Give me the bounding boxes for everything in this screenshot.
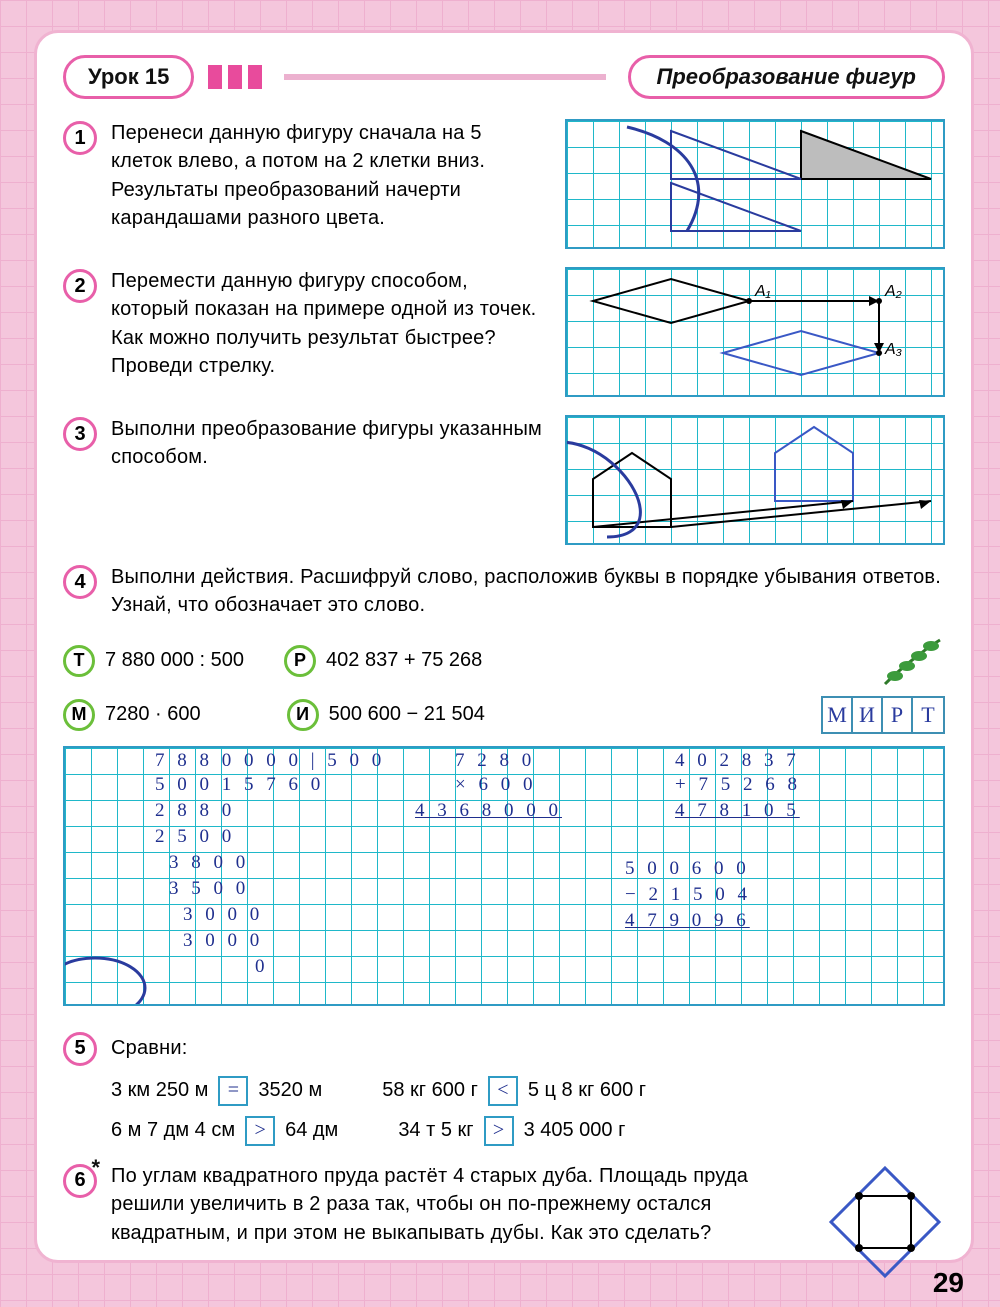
task-title: Сравни: <box>111 1034 945 1062</box>
task-4-equations: Т 7 880 000 : 500 Р 402 837 + 75 268 <box>63 634 945 688</box>
task-6: 6 По углам квадратного пруда растёт 4 ст… <box>63 1162 945 1282</box>
cmp-right: 3 405 000 г <box>524 1119 626 1142</box>
work-line: 5 0 0 6 0 0 <box>625 858 750 880</box>
cmp-right: 3520 м <box>258 1079 322 1102</box>
eq-expr: 402 837 + 75 268 <box>326 649 482 672</box>
task-text: По углам квадратного пруда растёт 4 стар… <box>111 1162 809 1247</box>
lesson-badge: Урок 15 <box>63 55 194 99</box>
label-a2: A₂ <box>885 283 902 301</box>
plant-icon <box>875 634 945 688</box>
answer-word: М И Р Т <box>821 696 945 734</box>
work-line: 3 5 0 0 <box>169 878 249 900</box>
task-2-row: 2 Перемести данную фигуру способом, кото… <box>63 267 945 397</box>
work-line: 4 0 2 8 3 7 <box>675 750 800 772</box>
cmp-left: 6 м 7 дм 4 см <box>111 1119 235 1142</box>
task-number: 1 <box>63 121 97 155</box>
answer-letter: М <box>823 698 853 732</box>
task-1: 1 Перенеси данную фигуру сначала на 5 кл… <box>63 119 547 233</box>
cmp-answer[interactable]: > <box>245 1116 275 1146</box>
cmp-right: 5 ц 8 кг 600 г <box>528 1079 646 1102</box>
answer-letter: Т <box>913 698 943 732</box>
work-line: × 6 0 0 <box>455 774 536 796</box>
task-2: 2 Перемести данную фигуру способом, кото… <box>63 267 547 381</box>
task-number: 6 <box>63 1164 97 1198</box>
page-content: Урок 15 Преобразование фигур 1 Перенеси … <box>34 30 974 1263</box>
letter-badge: Т <box>63 645 95 677</box>
page-number: 29 <box>933 1267 964 1299</box>
label-a1: A₁ <box>755 283 771 301</box>
letter-badge: М <box>63 699 95 731</box>
answer-letter: И <box>853 698 883 732</box>
task-text: Выполни преобразование фигуры указанным … <box>111 415 547 472</box>
work-line: 0 <box>255 956 269 978</box>
cmp-right: 64 дм <box>285 1119 338 1142</box>
eq-R: Р 402 837 + 75 268 <box>284 645 482 677</box>
cmp-answer[interactable]: = <box>218 1076 248 1106</box>
eq-M: М 7280 · 600 <box>63 699 201 731</box>
figure-1 <box>565 119 945 249</box>
letter-badge: И <box>287 699 319 731</box>
eq-I: И 500 600 − 21 504 <box>287 699 485 731</box>
work-line: 3 0 0 0 <box>183 930 263 952</box>
work-line: + 7 5 2 6 8 <box>675 774 801 796</box>
work-line: 3 0 0 0 <box>183 904 263 926</box>
task-4: 4 Выполни действия. Расшифруй слово, рас… <box>63 563 945 1006</box>
work-grid: 7 8 8 0 0 0 0 | 5 0 0 5 0 0 1 5 7 6 0 2 … <box>63 746 945 1006</box>
work-line: 3 8 0 0 <box>169 852 249 874</box>
task-text: Перенеси данную фигуру сначала на 5 клет… <box>111 119 547 233</box>
figure-2: A₁ A₂ A₃ <box>565 267 945 397</box>
header-bar <box>284 74 605 80</box>
compare-row: 3 км 250 м = 3520 м 58 кг 600 г < 5 ц 8 … <box>111 1076 945 1106</box>
eq-T: Т 7 880 000 : 500 <box>63 645 244 677</box>
eq-expr: 500 600 − 21 504 <box>329 703 485 726</box>
task-text: Перемести данную фигуру способом, которы… <box>111 267 547 381</box>
letter-badge: Р <box>284 645 316 677</box>
task-3-row: 3 Выполни преобразование фигуры указанны… <box>63 415 945 545</box>
work-line: 4 7 8 1 0 5 <box>675 800 800 822</box>
cmp-left: 58 кг 600 г <box>382 1079 478 1102</box>
cmp-answer[interactable]: < <box>488 1076 518 1106</box>
header: Урок 15 Преобразование фигур <box>63 55 945 99</box>
figure-3 <box>565 415 945 545</box>
cmp-answer[interactable]: > <box>484 1116 514 1146</box>
eq-expr: 7 880 000 : 500 <box>105 649 244 672</box>
task-number: 2 <box>63 269 97 303</box>
work-line: 4 3 6 8 0 0 0 <box>415 800 562 822</box>
task-3: 3 Выполни преобразование фигуры указанны… <box>63 415 547 472</box>
work-line: 2 5 0 0 <box>155 826 235 848</box>
work-line: 7 8 8 0 0 0 0 | 5 0 0 <box>155 750 385 772</box>
cmp-left: 3 км 250 м <box>111 1079 208 1102</box>
task-number: 4 <box>63 565 97 599</box>
cmp-left: 34 т 5 кг <box>398 1119 473 1142</box>
label-a3: A₃ <box>885 341 902 359</box>
task-text: Выполни действия. Расшифруй слово, распо… <box>111 563 945 620</box>
pond-figure <box>825 1162 945 1282</box>
work-line: 5 0 0 1 5 7 6 0 <box>155 774 324 796</box>
work-line: 2 8 8 0 <box>155 800 235 822</box>
header-dots <box>208 65 262 89</box>
task-number: 3 <box>63 417 97 451</box>
task-5: 5 Сравни: 3 км 250 м = 3520 м 58 кг 600 … <box>63 1030 945 1146</box>
task-1-row: 1 Перенеси данную фигуру сначала на 5 кл… <box>63 119 945 249</box>
work-line: 7 2 8 0 <box>455 750 535 772</box>
topic-badge: Преобразование фигур <box>628 55 946 99</box>
work-line: − 2 1 5 0 4 <box>625 884 751 906</box>
work-line: 4 7 9 0 9 6 <box>625 910 750 932</box>
compare-row: 6 м 7 дм 4 см > 64 дм 34 т 5 кг > 3 405 … <box>111 1116 945 1146</box>
answer-letter: Р <box>883 698 913 732</box>
task-number: 5 <box>63 1032 97 1066</box>
task-4-equations-2: М 7280 · 600 И 500 600 − 21 504 М И Р Т <box>63 696 945 734</box>
eq-expr: 7280 · 600 <box>105 703 201 726</box>
